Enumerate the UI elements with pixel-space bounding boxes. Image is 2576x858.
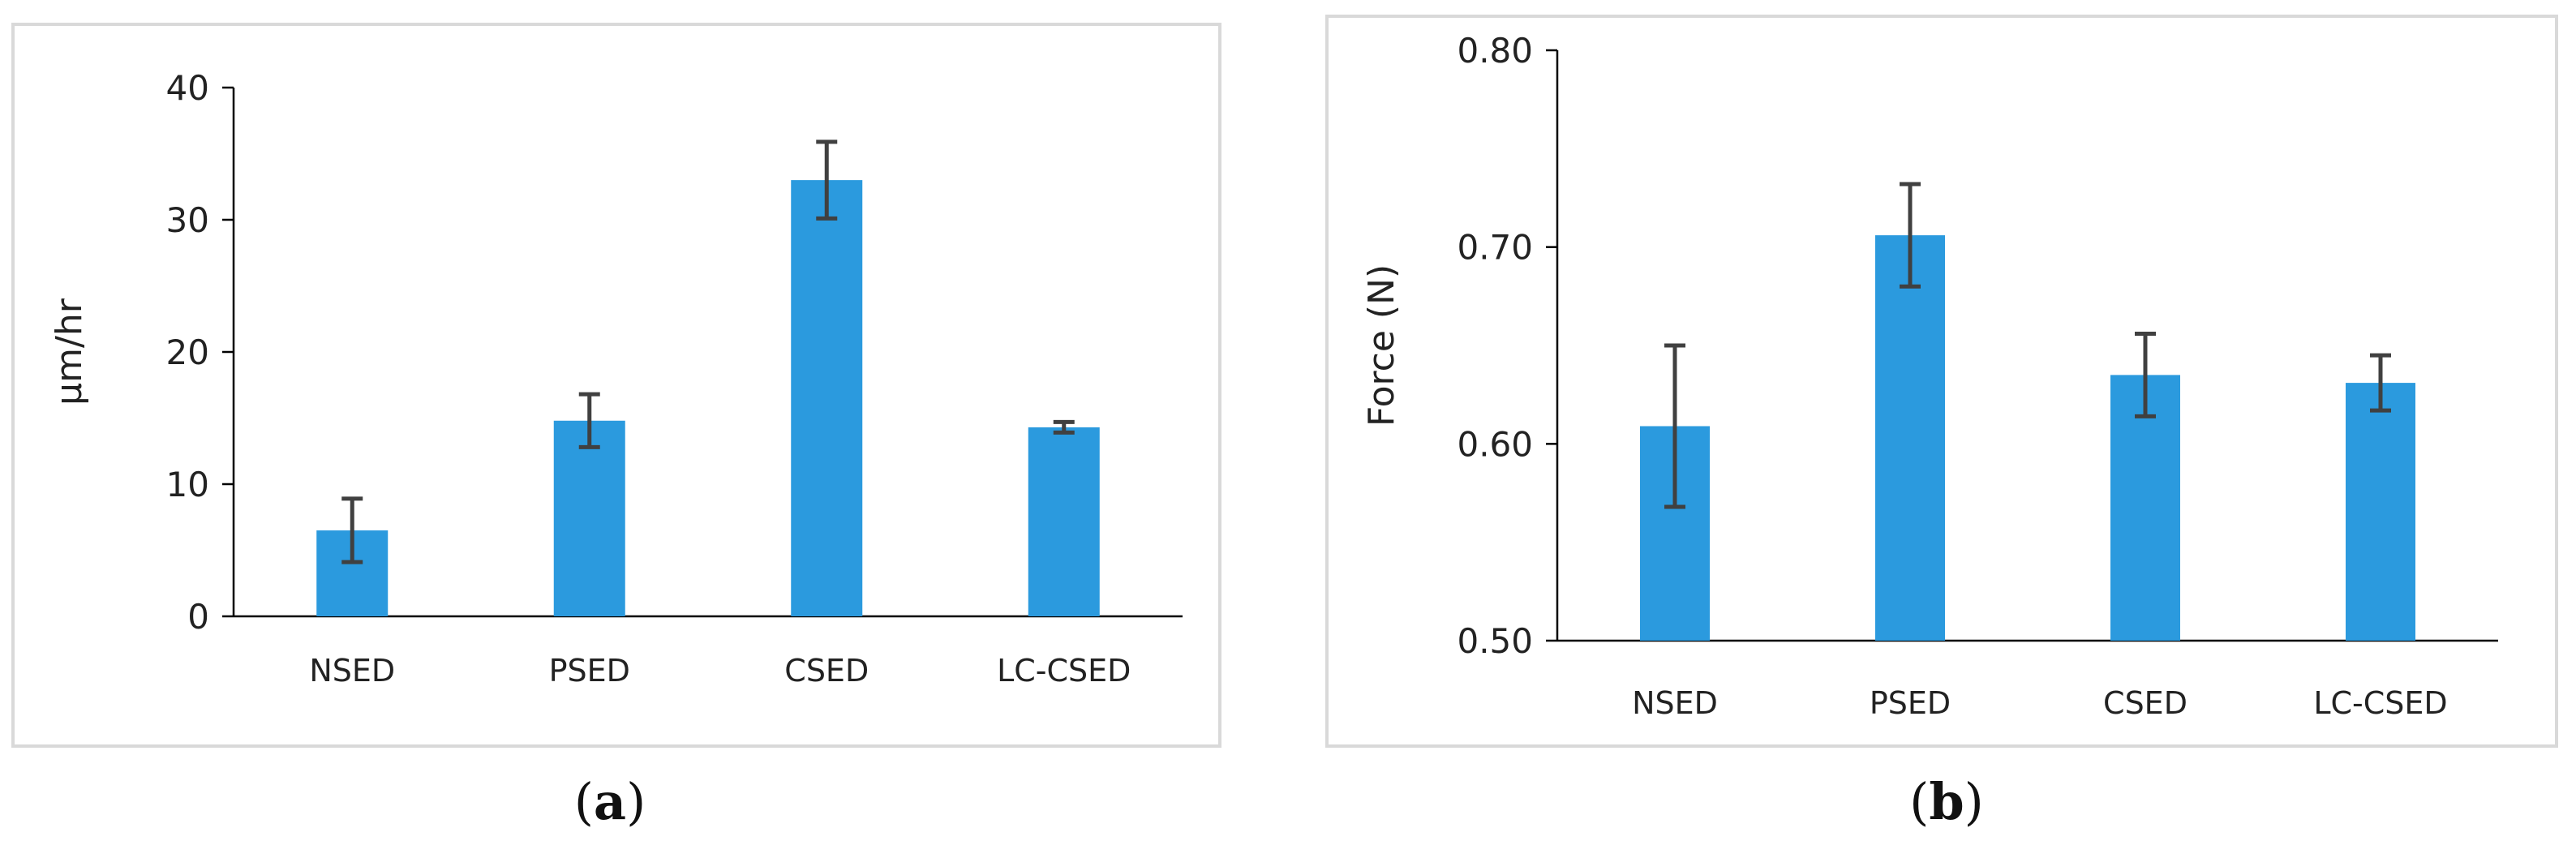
y-tick-label: 0 bbox=[187, 597, 209, 637]
x-category-label: CSED bbox=[2103, 685, 2187, 721]
chart-frame bbox=[11, 23, 1221, 748]
bar-psed bbox=[553, 420, 625, 616]
panel-caption: (b) bbox=[1909, 772, 1984, 831]
caption-letter: a bbox=[594, 772, 626, 831]
bar-csed bbox=[2110, 375, 2180, 641]
caption-close: ) bbox=[1964, 772, 1984, 831]
x-category-label: LC-CSED bbox=[997, 653, 1131, 689]
bar-lc-csed bbox=[2346, 383, 2415, 641]
y-tick-label: 10 bbox=[166, 465, 209, 504]
panel-b-chart: 0.50 0.60 0.70 0.80 Force (N) NSED PSED CSED LC-… bbox=[1325, 15, 2558, 831]
bar-csed bbox=[791, 180, 863, 617]
caption-letter: b bbox=[1929, 772, 1964, 831]
y-tick-label: 0.50 bbox=[1457, 621, 1533, 661]
x-category-label: PSED bbox=[1870, 685, 1951, 721]
y-tick-label: 0.60 bbox=[1457, 424, 1533, 464]
caption-open: ( bbox=[574, 772, 594, 831]
y-tick-label: 0.80 bbox=[1457, 31, 1533, 71]
panel-a-chart: 0 10 20 30 40 µm/hr NSED PSED CSED LC-CSED (a) bbox=[11, 23, 1221, 831]
panel-caption: (a) bbox=[574, 772, 646, 831]
x-category-label: NSED bbox=[309, 653, 395, 689]
bar-lc-csed bbox=[1028, 427, 1100, 616]
y-tick-label: 40 bbox=[166, 68, 209, 108]
y-tick-label: 20 bbox=[166, 332, 209, 372]
x-category-label: PSED bbox=[549, 653, 630, 689]
caption-open: ( bbox=[1909, 772, 1929, 831]
caption-close: ) bbox=[626, 772, 646, 831]
bar-psed bbox=[1875, 235, 1945, 641]
x-category-label: CSED bbox=[784, 653, 869, 689]
x-category-label: LC-CSED bbox=[2313, 685, 2447, 721]
y-axis-label: µm/hr bbox=[49, 298, 90, 405]
y-axis-label: Force (N) bbox=[1361, 264, 1402, 427]
y-tick-label: 30 bbox=[166, 200, 209, 240]
y-tick-label: 0.70 bbox=[1457, 228, 1533, 268]
x-category-label: NSED bbox=[1632, 685, 1718, 721]
